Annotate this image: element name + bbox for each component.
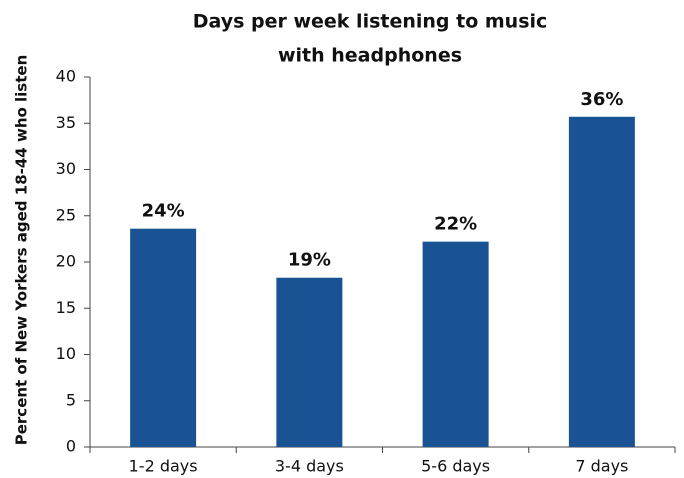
bar bbox=[130, 228, 197, 447]
chart-title: with headphones bbox=[278, 45, 462, 67]
bar bbox=[276, 277, 343, 447]
bar bbox=[422, 241, 489, 447]
chart-title: Days per week listening to music bbox=[193, 11, 548, 33]
data-label: 19% bbox=[288, 250, 331, 271]
y-tick-label: 20 bbox=[56, 252, 76, 271]
data-label: 36% bbox=[580, 89, 623, 110]
data-label: 24% bbox=[142, 201, 185, 222]
x-tick-label: 1-2 days bbox=[129, 457, 198, 476]
y-tick-label: 0 bbox=[66, 437, 76, 456]
y-tick-label: 35 bbox=[56, 113, 76, 132]
x-tick-label: 3-4 days bbox=[275, 457, 344, 476]
y-tick-label: 5 bbox=[66, 390, 76, 409]
y-tick-label: 15 bbox=[56, 298, 76, 317]
y-tick-label: 10 bbox=[56, 344, 76, 363]
x-tick-label: 7 days bbox=[575, 457, 628, 476]
data-label: 22% bbox=[434, 214, 477, 235]
y-tick-label: 40 bbox=[56, 67, 76, 86]
bar bbox=[568, 116, 635, 448]
x-tick-label: 5-6 days bbox=[421, 457, 490, 476]
y-tick-label: 25 bbox=[56, 205, 76, 224]
y-axis-label: Percent of New Yorkers aged 18-44 who li… bbox=[13, 55, 31, 446]
y-tick-label: 30 bbox=[56, 159, 76, 178]
